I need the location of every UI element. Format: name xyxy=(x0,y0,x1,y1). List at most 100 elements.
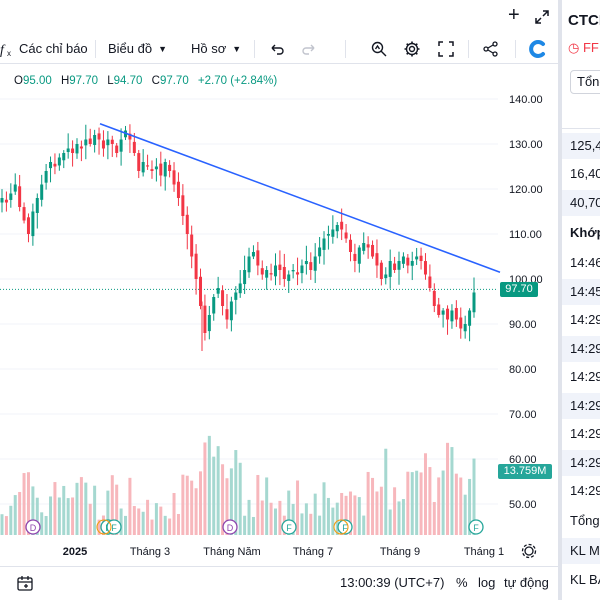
share-icon[interactable] xyxy=(482,40,500,58)
date-range-icon[interactable] xyxy=(16,574,34,592)
toolbar-divider xyxy=(345,40,346,58)
event-marker[interactable]: F xyxy=(281,519,297,535)
total-button[interactable]: Tổng xyxy=(570,70,600,94)
candle-body xyxy=(366,244,370,248)
volume-bar xyxy=(13,495,17,535)
candle-body xyxy=(146,165,150,167)
candle-body xyxy=(62,153,66,161)
time-axis[interactable]: 2025 Tháng 3 Tháng Năm Tháng 7 Tháng 9 Tháng … xyxy=(0,536,558,566)
candle-body xyxy=(331,229,335,237)
matched-time: 14:45: xyxy=(562,278,600,305)
volume-bar xyxy=(379,486,383,535)
candle-body xyxy=(119,139,123,152)
auto-toggle[interactable]: tự động xyxy=(504,575,549,590)
kl-sell-row: KL BÁ xyxy=(570,572,600,587)
candle-body xyxy=(247,256,251,273)
candle-body xyxy=(40,184,44,200)
volume-bar xyxy=(326,497,330,535)
volume-bar xyxy=(265,477,269,535)
panel-divider[interactable] xyxy=(558,0,562,600)
candle-body xyxy=(163,162,167,177)
volume-bar xyxy=(463,494,467,535)
toolbar-divider xyxy=(468,40,469,58)
volume-bar xyxy=(278,500,282,535)
chart-type-button[interactable]: Biểu đồ ▼ xyxy=(108,34,167,64)
event-circle xyxy=(25,519,41,535)
volume-bar xyxy=(287,490,291,535)
volume-bar xyxy=(291,503,295,535)
log-toggle[interactable]: log xyxy=(478,575,496,590)
event-circle xyxy=(281,519,297,535)
candle-body xyxy=(441,310,445,315)
event-marker[interactable]: F xyxy=(337,519,353,535)
volume-bar xyxy=(176,513,180,535)
clock-icon: ◷ xyxy=(568,40,580,55)
svg-text:x: x xyxy=(7,49,11,58)
event-marker[interactable]: D xyxy=(222,519,238,535)
candle-body xyxy=(159,163,163,176)
symbol-title: CTCI xyxy=(568,12,600,29)
candle-body xyxy=(243,270,247,285)
candle-body xyxy=(106,139,110,146)
candle-body xyxy=(35,198,39,213)
add-icon[interactable]: + xyxy=(508,4,520,26)
candle-body xyxy=(22,207,26,221)
percent-toggle[interactable]: % xyxy=(456,575,468,590)
profile-button[interactable]: Hồ sơ ▼ xyxy=(191,34,241,64)
event-marker[interactable]: F xyxy=(468,519,484,535)
candle-body xyxy=(463,324,467,332)
candle-body xyxy=(450,310,454,322)
candle-body xyxy=(216,288,220,294)
logo-icon[interactable] xyxy=(528,39,548,59)
candle-body xyxy=(459,317,463,329)
function-icon[interactable]: f x xyxy=(0,40,18,58)
axis-settings-icon[interactable] xyxy=(521,543,537,559)
candle-body xyxy=(291,270,295,272)
redo-icon[interactable] xyxy=(300,40,318,58)
search-zoom-icon[interactable] xyxy=(370,40,388,58)
clock-timezone[interactable]: 13:00:39 (UTC+7) xyxy=(340,575,445,590)
candle-body xyxy=(406,257,410,266)
volume-bar xyxy=(106,490,110,535)
event-marker[interactable]: D xyxy=(25,519,41,535)
volume-bar xyxy=(393,487,397,535)
volume-bar xyxy=(216,446,220,535)
candle-body xyxy=(410,261,414,266)
volume-bar xyxy=(229,468,233,535)
candle-body xyxy=(181,195,185,216)
candle-body xyxy=(26,217,30,234)
low-key: L xyxy=(107,75,114,87)
volume-bar xyxy=(154,503,158,535)
volume-bar xyxy=(26,472,30,535)
volume-bar xyxy=(260,500,264,535)
candle-body xyxy=(304,261,308,265)
profile-label: Hồ sơ xyxy=(191,41,227,56)
volume-bar xyxy=(128,477,132,535)
candle-body xyxy=(225,309,229,320)
expand-icon[interactable] xyxy=(534,9,550,25)
volume-bar xyxy=(296,480,300,535)
volume-bar xyxy=(31,486,35,535)
volume-bar xyxy=(459,477,463,535)
volume-bar xyxy=(150,519,154,535)
volume-bar xyxy=(348,491,352,535)
fullscreen-icon[interactable] xyxy=(437,40,455,58)
price-chart[interactable]: 140.00130.00120.00110.00100.0090.0080.00… xyxy=(0,65,558,535)
undo-icon[interactable] xyxy=(268,40,286,58)
candle-body xyxy=(0,198,4,203)
volume-bar xyxy=(124,515,128,535)
volume-bar xyxy=(44,516,48,535)
event-label: F xyxy=(473,523,479,533)
candle-body xyxy=(251,252,255,257)
candle-body xyxy=(185,214,189,234)
indicators-button[interactable]: Các chỉ báo xyxy=(19,41,88,56)
volume-bar xyxy=(251,516,255,535)
candle-body xyxy=(313,256,317,271)
x-tick-label: Tháng 1 xyxy=(464,546,504,558)
y-tick-label: 130.00 xyxy=(509,139,543,151)
candle-body xyxy=(344,232,348,239)
volume-bar xyxy=(335,502,339,535)
candle-body xyxy=(357,247,361,264)
volume-bar xyxy=(75,482,79,535)
gear-icon[interactable] xyxy=(403,40,421,58)
